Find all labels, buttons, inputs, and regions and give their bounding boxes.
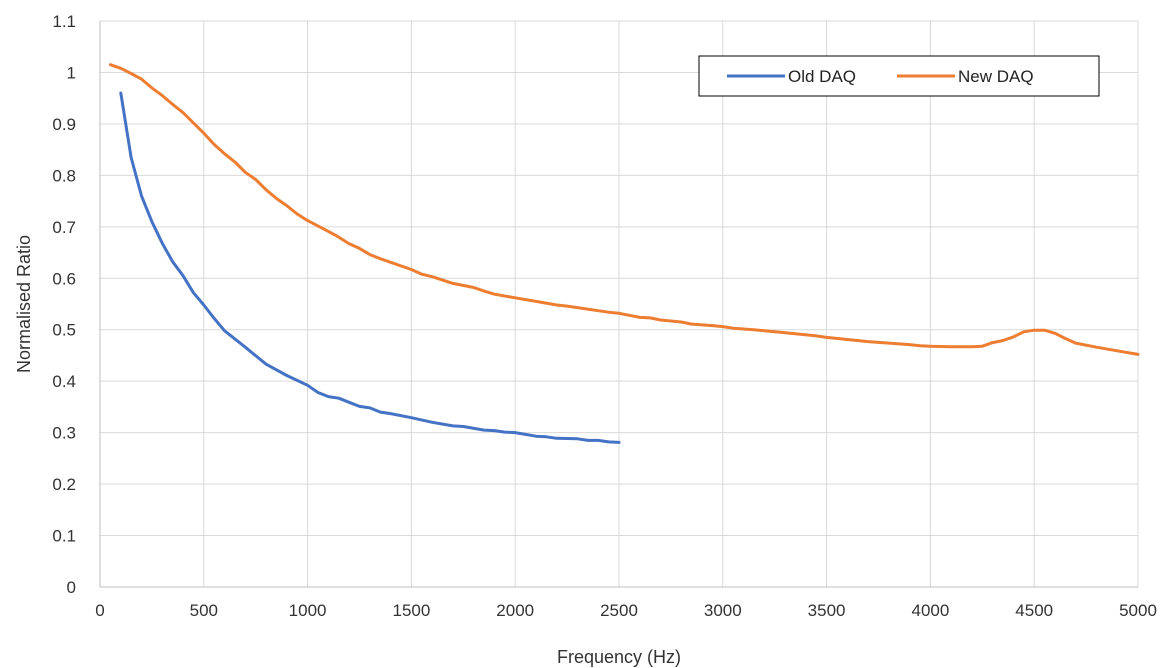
series-lines: [108, 63, 1140, 444]
y-tick-label: 0.8: [52, 166, 76, 185]
x-tick-label: 0: [95, 601, 104, 620]
series-line-new-daq: [108, 63, 1140, 356]
y-tick-label: 0.1: [52, 527, 76, 546]
y-tick-label: 0.6: [52, 269, 76, 288]
x-tick-label: 2500: [600, 601, 638, 620]
x-tick-label: 5000: [1119, 601, 1157, 620]
x-tick-label: 2000: [496, 601, 534, 620]
y-tick-label: 0.2: [52, 475, 76, 494]
y-tick-label: 0.9: [52, 115, 76, 134]
x-tick-label: 500: [190, 601, 218, 620]
x-tick-label: 1500: [392, 601, 430, 620]
y-tick-label: 0.4: [52, 372, 76, 391]
x-tick-label: 4000: [911, 601, 949, 620]
x-tick-label: 1000: [289, 601, 327, 620]
x-tick-label: 3500: [808, 601, 846, 620]
series-line-old-daq: [119, 91, 621, 444]
legend-label-new-daq: New DAQ: [958, 67, 1034, 86]
axes: [99, 21, 1138, 588]
y-tick-label: 0.3: [52, 424, 76, 443]
x-axis-title: Frequency (Hz): [557, 647, 681, 667]
y-tick-label: 0.7: [52, 218, 76, 237]
y-tick-label: 0: [67, 578, 76, 597]
legend-label-old-daq: Old DAQ: [788, 67, 856, 86]
x-tick-labels: 0 500 1000 1500 2000 2500 3000 3500 4000 4500 5000: [95, 601, 1157, 620]
y-tick-label: 1.1: [52, 12, 76, 31]
y-axis-title: Normalised Ratio: [14, 235, 34, 373]
x-tick-label: 3000: [704, 601, 742, 620]
legend: Old DAQ New DAQ: [698, 55, 1100, 97]
x-tick-label: 4500: [1015, 601, 1053, 620]
gridlines: [100, 20, 1139, 587]
y-tick-labels: 0 0.1 0.2 0.3 0.4 0.5 0.6 0.7 0.8 0.9 1 1.1: [52, 12, 76, 597]
y-tick-label: 1: [67, 63, 76, 82]
y-tick-label: 0.5: [52, 321, 76, 340]
